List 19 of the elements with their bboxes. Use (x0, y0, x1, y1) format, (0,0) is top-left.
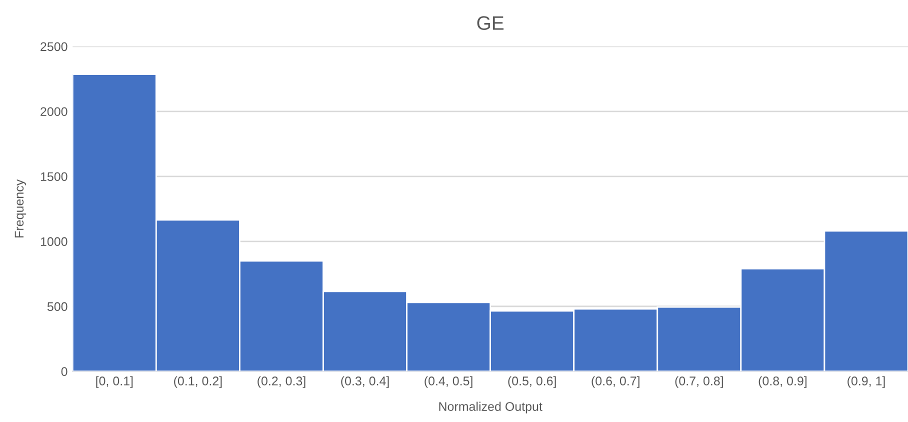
y-tick-label: 500 (47, 302, 68, 312)
x-axis-title: Normalized Output (439, 402, 542, 414)
x-tick-label: (0.3, 0.4] (341, 376, 389, 388)
x-tick-label: (0.8, 0.9] (758, 376, 806, 388)
y-tick-label: 2000 (40, 107, 68, 116)
chart-title: GE (477, 16, 504, 30)
x-tick-label: (0.4, 0.5] (424, 376, 472, 388)
y-tick-label: 0 (61, 367, 68, 376)
y-tick-label: 1500 (40, 172, 68, 182)
y-axis-title: Frequency (14, 179, 26, 238)
x-tick-label: (0.5, 0.6] (508, 376, 556, 388)
x-tick-label: (0.9, 1] (848, 376, 885, 388)
x-tick-label: (0.7, 0.8] (675, 376, 723, 388)
x-tick-label: (0.2, 0.3] (258, 376, 306, 388)
x-tick-label: (0.1, 0.2] (174, 376, 222, 388)
x-tick-label: [0, 0.1] (96, 376, 133, 388)
x-tick-label: (0.6, 0.7] (592, 376, 640, 388)
y-tick-label: 1000 (40, 237, 68, 246)
y-tick-label: 2500 (40, 42, 68, 52)
